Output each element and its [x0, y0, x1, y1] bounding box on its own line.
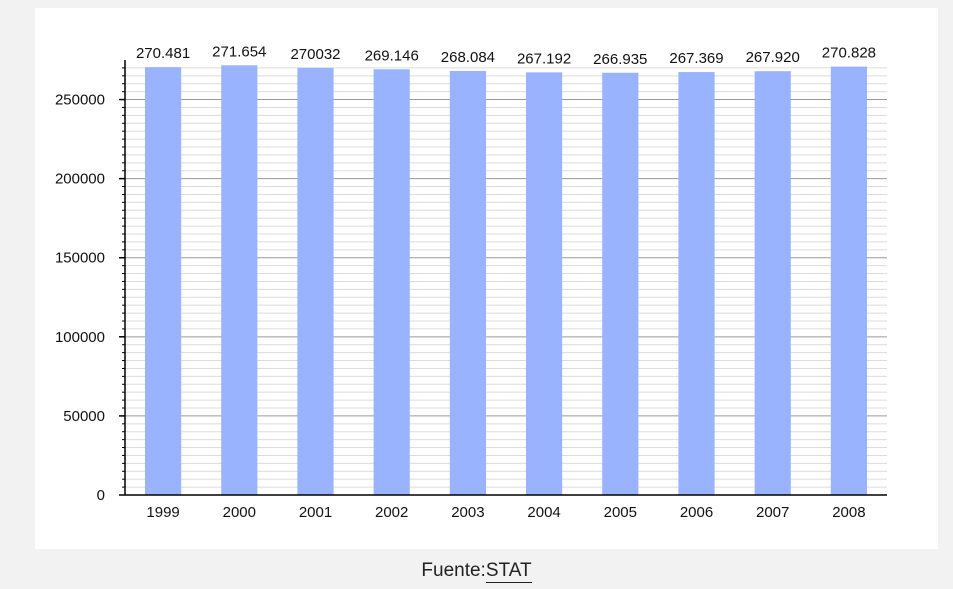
bar-2001 — [297, 67, 334, 496]
value-label-2008: 270.828 — [822, 45, 876, 62]
source-link[interactable]: STAT — [485, 560, 532, 583]
caption-prefix: Fuente: — [421, 560, 486, 581]
labels: 270.481 1999 271.654 2000 270032 2001 269.146 2… — [55, 43, 876, 521]
y-tick-label-100000: 100000 — [55, 329, 105, 346]
x-tick-label-2003: 2003 — [451, 504, 484, 521]
bar-2004 — [526, 72, 563, 496]
x-tick-label-2006: 2006 — [680, 504, 713, 521]
value-label-2005: 266.935 — [593, 51, 647, 68]
x-tick-label-2004: 2004 — [527, 504, 560, 521]
value-label-2003: 268.084 — [441, 49, 495, 66]
bar-2003 — [449, 70, 486, 496]
y-tick-label-150000: 150000 — [55, 250, 105, 267]
value-label-2007: 267.920 — [746, 49, 800, 66]
x-tick-label-1999: 1999 — [146, 504, 179, 521]
bars — [145, 65, 867, 496]
bar-2006 — [678, 72, 715, 495]
bar-2007 — [754, 71, 791, 495]
bar-2008 — [830, 66, 867, 496]
value-label-2000: 271.654 — [212, 43, 266, 60]
y-tick-label-0: 0 — [97, 487, 105, 504]
x-tick-label-2007: 2007 — [756, 504, 789, 521]
y-tick-label-250000: 250000 — [55, 92, 105, 109]
x-tick-label-2008: 2008 — [832, 504, 865, 521]
y-tick-label-50000: 50000 — [63, 408, 105, 425]
bar-1999 — [145, 67, 182, 495]
value-label-2002: 269.146 — [365, 47, 419, 64]
axes — [119, 60, 887, 496]
x-tick-label-2002: 2002 — [375, 504, 408, 521]
x-tick-label-2001: 2001 — [299, 504, 332, 521]
bar-2005 — [602, 72, 639, 496]
bar-2002 — [373, 69, 410, 496]
x-tick-label-2000: 2000 — [223, 504, 256, 521]
value-label-1999: 270.481 — [136, 45, 190, 62]
y-tick-label-200000: 200000 — [55, 171, 105, 188]
value-label-2001: 270032 — [290, 46, 340, 63]
x-tick-label-2005: 2005 — [604, 504, 637, 521]
value-label-2006: 267.369 — [669, 50, 723, 67]
source-caption: Fuente:STAT — [0, 560, 953, 583]
value-label-2004: 267.192 — [517, 50, 571, 67]
bar-2000 — [221, 65, 258, 496]
